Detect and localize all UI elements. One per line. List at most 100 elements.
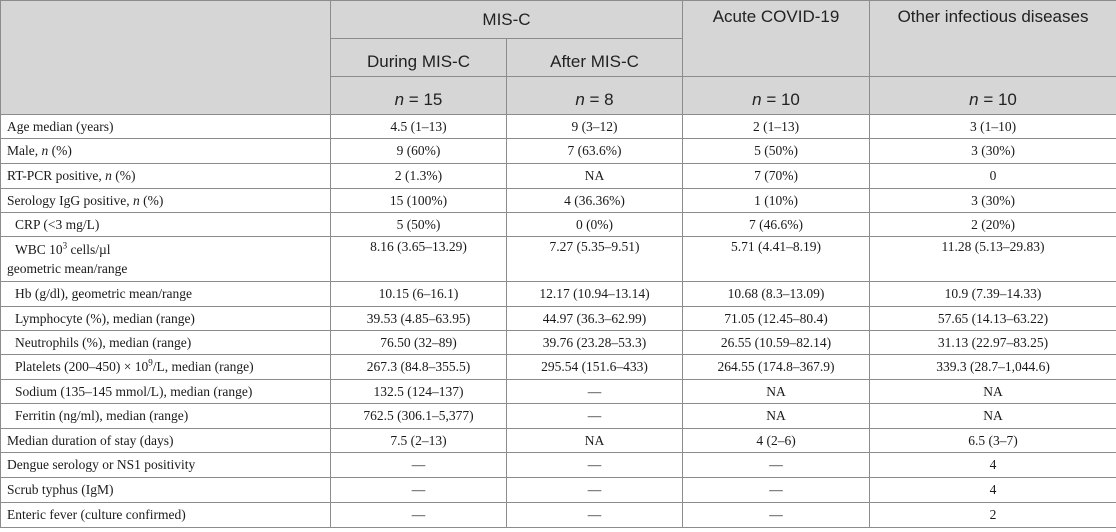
- header-blank-cell: [0, 0, 331, 115]
- label-superscript: 9: [148, 357, 153, 368]
- label-italic: n: [133, 192, 140, 208]
- cell-other: 4: [869, 452, 1116, 478]
- row-label: Male, n (%): [0, 138, 331, 164]
- cell-after: NA: [505, 163, 684, 189]
- table-row: Ferritin (ng/ml), median (range) 762.5 (…: [0, 403, 1116, 429]
- table-row: Scrub typhus (IgM) — — — 4: [0, 477, 1116, 503]
- cell-after: —: [505, 502, 684, 528]
- cell-covid: NA: [682, 403, 871, 429]
- label-text: (%): [48, 143, 72, 158]
- label-italic: n: [105, 168, 112, 183]
- cell-during: —: [330, 477, 507, 503]
- cell-covid: —: [682, 477, 871, 503]
- n-symbol: n: [575, 90, 585, 109]
- cell-covid: 7 (70%): [682, 163, 871, 189]
- table-row: Male, n (%) 9 (60%) 7 (63.6%) 5 (50%) 3 …: [0, 138, 1116, 164]
- cell-after: —: [505, 379, 684, 404]
- cell-after: —: [505, 477, 684, 503]
- cell-after: 44.97 (36.3–62.99): [505, 306, 684, 331]
- n-symbol: n: [752, 90, 762, 109]
- cell-during: 7.5 (2–13): [330, 428, 507, 453]
- cell-other: 2 (20%): [869, 212, 1116, 237]
- n-value: = 15: [404, 90, 443, 109]
- cell-covid: 5.71 (4.41–8.19): [682, 236, 871, 282]
- cell-covid: 264.55 (174.8–367.9): [682, 354, 871, 380]
- cell-covid: —: [682, 452, 871, 478]
- row-label: Scrub typhus (IgM): [0, 477, 331, 503]
- row-label: CRP (<3 mg/L): [0, 212, 331, 237]
- cell-other: 57.65 (14.13–63.22): [869, 306, 1116, 331]
- cell-after: NA: [505, 428, 684, 453]
- n-value: = 10: [978, 90, 1017, 109]
- row-label: Neutrophils (%), median (range): [0, 330, 331, 355]
- header-n-after: n = 8: [505, 76, 684, 115]
- cell-other: 2: [869, 502, 1116, 528]
- row-label: Enteric fever (culture confirmed): [0, 502, 331, 528]
- row-label: Sodium (135–145 mmol/L), median (range): [0, 379, 331, 404]
- table-row: Age median (years) 4.5 (1–13) 9 (3–12) 2…: [0, 114, 1116, 139]
- label-text: WBC 10: [15, 242, 63, 257]
- table-row: Sodium (135–145 mmol/L), median (range) …: [0, 379, 1116, 404]
- cell-other: 3 (1–10): [869, 114, 1116, 139]
- cell-after: 9 (3–12): [505, 114, 684, 139]
- cell-during: 132.5 (124–137): [330, 379, 507, 404]
- row-label: Ferritin (ng/ml), median (range): [0, 403, 331, 429]
- label-italic: n: [41, 143, 49, 158]
- cell-after: 4 (36.36%): [505, 188, 684, 213]
- label-text: (%): [139, 192, 164, 208]
- cell-during: 10.15 (6–16.1): [330, 281, 507, 307]
- row-label: Hb (g/dl), geometric mean/range: [0, 281, 331, 307]
- label-text: (%): [111, 168, 136, 183]
- label-text: RT-PCR positive,: [7, 168, 106, 183]
- n-value: = 10: [761, 90, 800, 109]
- header-col-other: Other infectious diseases: [869, 0, 1116, 77]
- header-row-n: n = 15 n = 8 n = 10 n = 10: [1, 76, 1116, 115]
- cell-during: 2 (1.3%): [330, 163, 507, 189]
- header-n-during: n = 15: [330, 76, 507, 115]
- table-row: Serology IgG positive, n (%) 15 (100%) 4…: [0, 188, 1116, 213]
- cell-covid: —: [682, 502, 871, 528]
- cell-covid: 26.55 (10.59–82.14): [682, 330, 871, 355]
- cell-other: 3 (30%): [869, 188, 1116, 213]
- cell-covid: 2 (1–13): [682, 114, 871, 139]
- cell-after: 0 (0%): [505, 212, 684, 237]
- cell-other: 4: [869, 477, 1116, 503]
- cell-covid: 10.68 (8.3–13.09): [682, 281, 871, 307]
- cell-during: 762.5 (306.1–5,377): [330, 403, 507, 429]
- row-label: Lymphocyte (%), median (range): [0, 306, 331, 331]
- cell-after: 7 (63.6%): [505, 138, 684, 164]
- table-row: Enteric fever (culture confirmed) — — — …: [0, 502, 1116, 528]
- cell-during: 4.5 (1–13): [330, 114, 507, 139]
- cell-after: 295.54 (151.6–433): [505, 354, 684, 380]
- table-row: RT-PCR positive, n (%) 2 (1.3%) NA 7 (70…: [0, 163, 1116, 189]
- cell-other: NA: [869, 403, 1116, 429]
- header-n-other: n = 10: [869, 76, 1116, 115]
- header-row-subgroups: During MIS-C After MIS-C: [1, 38, 1116, 77]
- cell-after: 7.27 (5.35–9.51): [505, 236, 684, 282]
- row-label: Dengue serology or NS1 positivity: [0, 452, 331, 478]
- label-superscript: 3: [62, 240, 68, 251]
- label-text: /L, median (range): [152, 359, 254, 374]
- label-text-line2: geometric mean/range: [7, 261, 128, 276]
- header-col-after: After MIS-C: [505, 38, 684, 77]
- cell-other: 10.9 (7.39–14.33): [869, 281, 1116, 307]
- cell-covid: 5 (50%): [682, 138, 871, 164]
- table-row: Neutrophils (%), median (range) 76.50 (3…: [0, 330, 1116, 355]
- header-col-covid: Acute COVID-19: [682, 0, 871, 77]
- cell-after: 39.76 (23.28–53.3): [505, 330, 684, 355]
- cell-during: —: [330, 502, 507, 528]
- cell-during: 5 (50%): [330, 212, 507, 237]
- cell-covid: NA: [682, 379, 871, 404]
- cell-after: —: [505, 452, 684, 478]
- cell-other: 6.5 (3–7): [869, 428, 1116, 453]
- table-row: Lymphocyte (%), median (range) 39.53 (4.…: [0, 306, 1116, 331]
- cell-after: —: [505, 403, 684, 429]
- row-label: Platelets (200–450) × 109/L, median (ran…: [0, 354, 331, 380]
- row-label: Serology IgG positive, n (%): [0, 188, 331, 213]
- table-row: Hb (g/dl), geometric mean/range 10.15 (6…: [0, 281, 1116, 307]
- n-symbol: n: [969, 90, 979, 109]
- table-row: Platelets (200–450) × 109/L, median (ran…: [0, 354, 1116, 380]
- cell-covid: 1 (10%): [682, 188, 871, 213]
- header-row-groups: MIS-C Acute COVID-19 Other infectious di…: [0, 0, 1116, 115]
- cell-other: 0: [869, 163, 1116, 189]
